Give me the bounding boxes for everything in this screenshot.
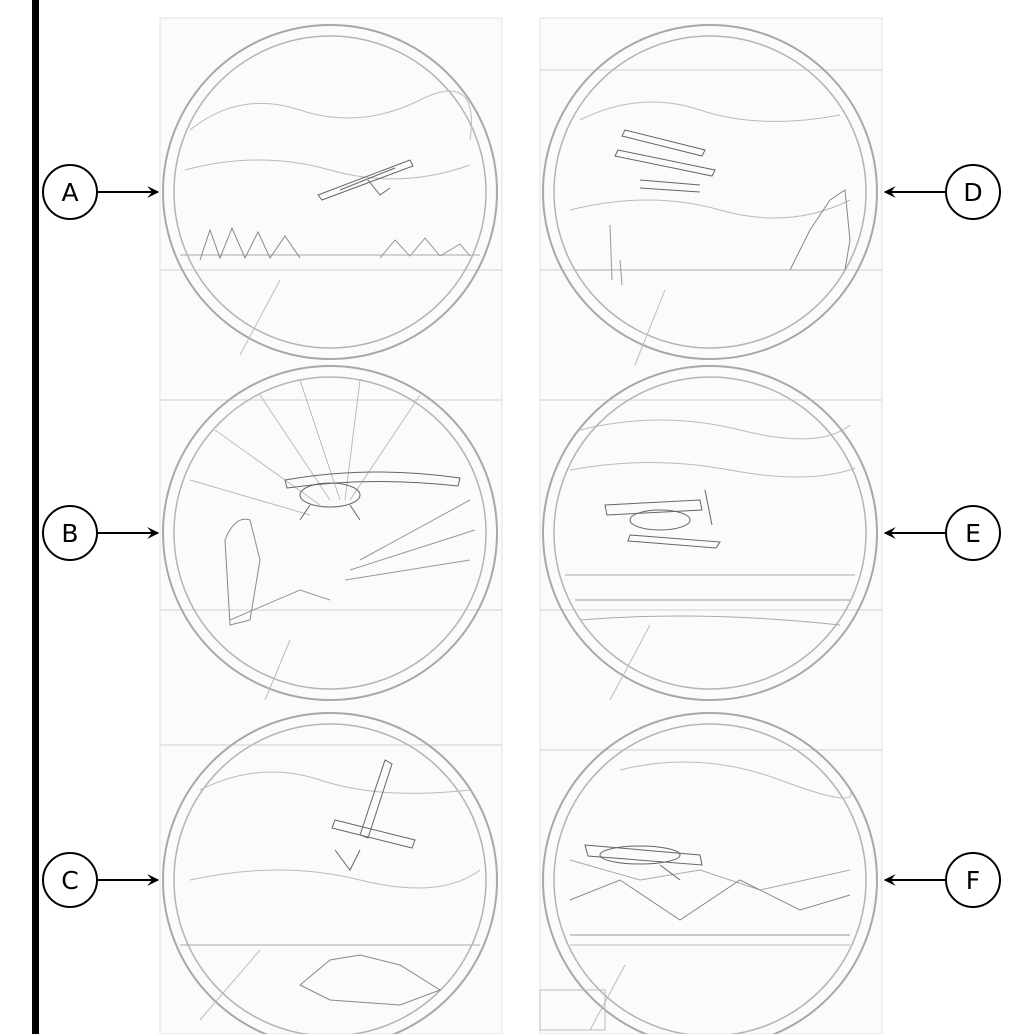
callout-a-label: A — [61, 178, 78, 207]
callout-f-label: F — [966, 866, 980, 895]
callout-d-label: D — [963, 178, 982, 207]
callout-b: B — [42, 505, 160, 561]
medallion-b — [162, 365, 498, 701]
biplane-over-forest-icon — [317, 159, 414, 201]
callout-e: E — [883, 505, 1001, 561]
callout-b-label: B — [61, 519, 78, 548]
monoplane-over-fields-icon — [331, 759, 416, 871]
medallion-d — [542, 24, 878, 366]
monoplane-over-sunburst-icon — [284, 471, 461, 521]
callout-c-label: C — [61, 866, 78, 895]
callout-c: C — [42, 852, 160, 908]
callout-d: D — [883, 164, 1001, 220]
floatplane-over-river-icon — [604, 489, 721, 549]
callout-f: F — [883, 852, 1001, 908]
medallion-f — [539, 712, 878, 1034]
left-border-bar — [32, 0, 39, 1034]
airliner-over-mountains-icon — [584, 844, 703, 881]
medallion-c — [162, 712, 498, 1034]
right-panel — [539, 17, 883, 1034]
floatplane-biplane-over-lake-icon — [614, 129, 716, 193]
medallion-a — [162, 24, 498, 360]
callout-a: A — [42, 164, 160, 220]
medallion-e — [542, 365, 878, 701]
callout-e-label: E — [965, 519, 981, 548]
left-panel — [159, 17, 503, 1034]
